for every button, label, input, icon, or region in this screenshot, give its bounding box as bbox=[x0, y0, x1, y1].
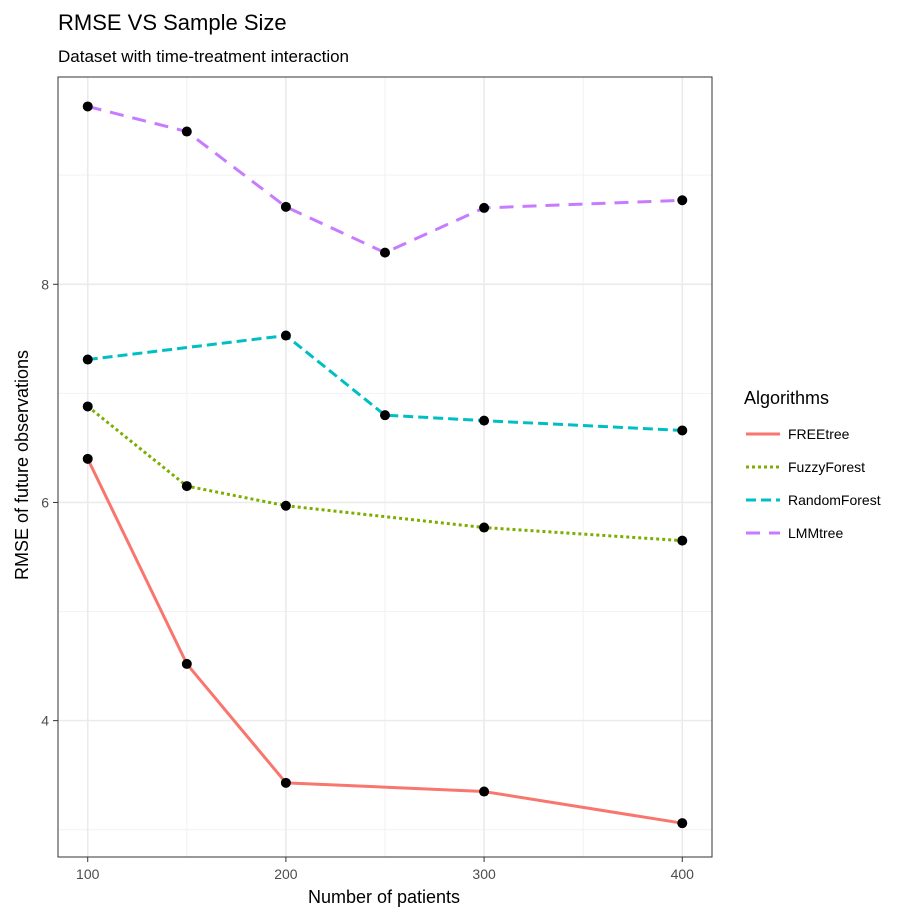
y-axis-title: RMSE of future observations bbox=[12, 350, 32, 580]
data-point-lmmtree bbox=[181, 126, 192, 137]
legend-label-fuzzyforest: FuzzyForest bbox=[788, 459, 865, 475]
x-tick-label: 100 bbox=[76, 866, 100, 882]
data-point-freetree bbox=[181, 658, 192, 669]
major-gridlines bbox=[58, 77, 712, 857]
data-point-randomforest bbox=[82, 354, 93, 365]
x-axis-title: Number of patients bbox=[308, 887, 460, 907]
data-point-lmmtree bbox=[280, 201, 291, 212]
legend-label-lmmtree: LMMtree bbox=[788, 525, 843, 541]
data-point-randomforest bbox=[479, 415, 490, 426]
x-axis: 100 200 300 400 bbox=[76, 857, 694, 882]
y-tick-label: 8 bbox=[41, 276, 49, 292]
minor-gridlines bbox=[58, 77, 712, 857]
y-tick-label: 4 bbox=[41, 713, 49, 729]
series-line-lmmtree bbox=[87, 105, 683, 255]
legend: Algorithms FREEtree FuzzyForest RandomFore… bbox=[744, 388, 881, 541]
data-point-freetree bbox=[677, 818, 688, 829]
data-point-freetree bbox=[280, 777, 291, 788]
data-point-randomforest bbox=[280, 330, 291, 341]
data-point-lmmtree bbox=[479, 202, 490, 213]
y-tick-label: 6 bbox=[41, 494, 49, 510]
chart-title: RMSE VS Sample Size bbox=[58, 10, 287, 35]
x-tick-label: 300 bbox=[472, 866, 496, 882]
data-point-fuzzyforest bbox=[677, 535, 688, 546]
data-point-lmmtree bbox=[380, 247, 390, 258]
legend-label-freetree: FREEtree bbox=[788, 426, 850, 442]
data-point-freetree bbox=[479, 786, 490, 797]
data-point-fuzzyforest bbox=[280, 500, 291, 511]
y-axis: 4 6 8 bbox=[41, 276, 58, 729]
data-point-freetree bbox=[82, 453, 93, 464]
data-point-randomforest bbox=[380, 410, 390, 421]
legend-label-randomforest: RandomForest bbox=[788, 492, 881, 508]
series-points bbox=[82, 101, 688, 829]
legend-title: Algorithms bbox=[744, 388, 829, 408]
data-point-fuzzyforest bbox=[479, 522, 490, 533]
chart-subtitle: Dataset with time-treatment interaction bbox=[58, 47, 349, 66]
data-point-lmmtree bbox=[677, 195, 688, 206]
x-tick-label: 200 bbox=[274, 866, 298, 882]
x-tick-label: 400 bbox=[671, 866, 695, 882]
data-point-lmmtree bbox=[82, 101, 93, 112]
plot-panel-border bbox=[57, 76, 713, 858]
data-point-randomforest bbox=[677, 425, 688, 436]
data-point-fuzzyforest bbox=[181, 481, 192, 492]
data-point-fuzzyforest bbox=[82, 401, 93, 412]
